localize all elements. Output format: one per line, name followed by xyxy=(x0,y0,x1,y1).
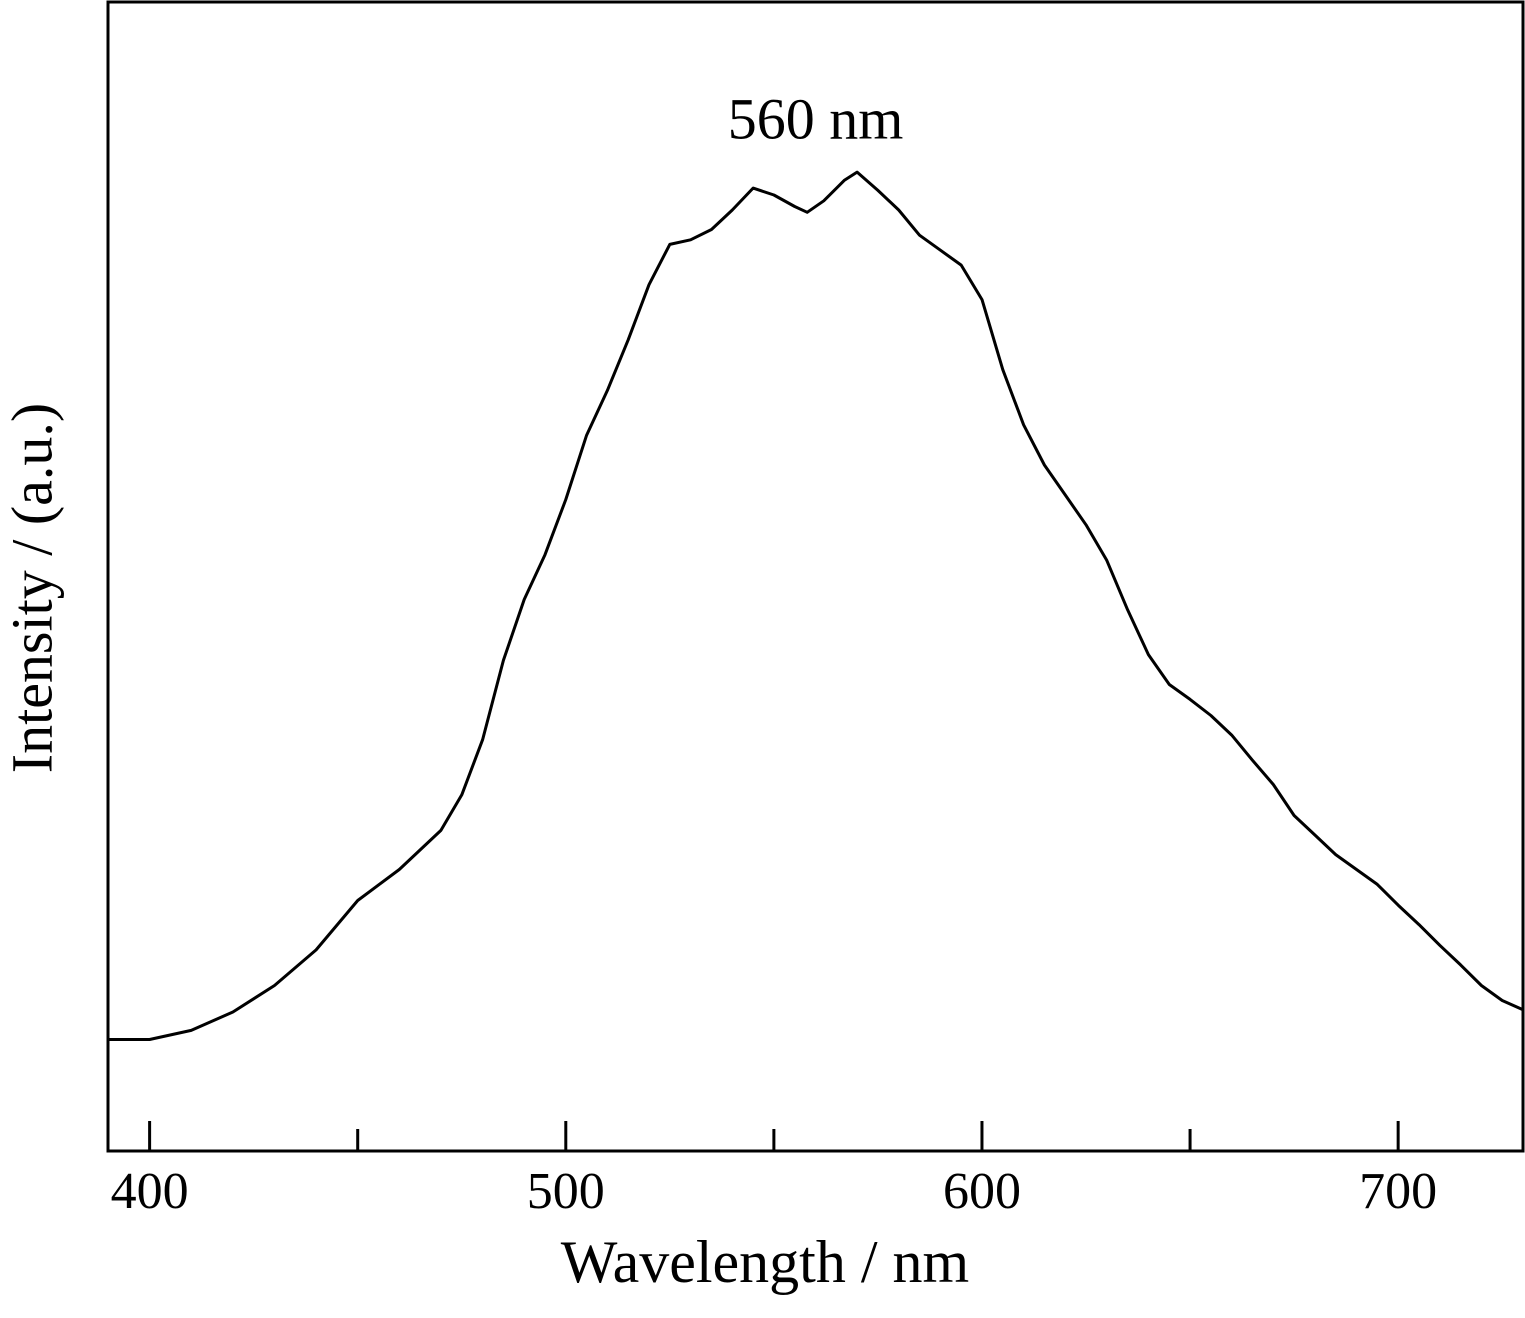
plot-frame xyxy=(106,0,1525,1153)
x-tick-label: 400 xyxy=(111,1163,189,1220)
spectrum-line xyxy=(108,170,1524,1041)
x-tick-label: 700 xyxy=(1359,1163,1437,1220)
annotation: 560 nm xyxy=(728,86,904,151)
y-axis-label: Intensity / (a.u.) xyxy=(0,403,64,773)
x-axis-label: Wavelength / nm xyxy=(561,1229,969,1295)
x-tick-label: 600 xyxy=(943,1163,1021,1220)
x-tick-label: 500 xyxy=(527,1163,605,1220)
